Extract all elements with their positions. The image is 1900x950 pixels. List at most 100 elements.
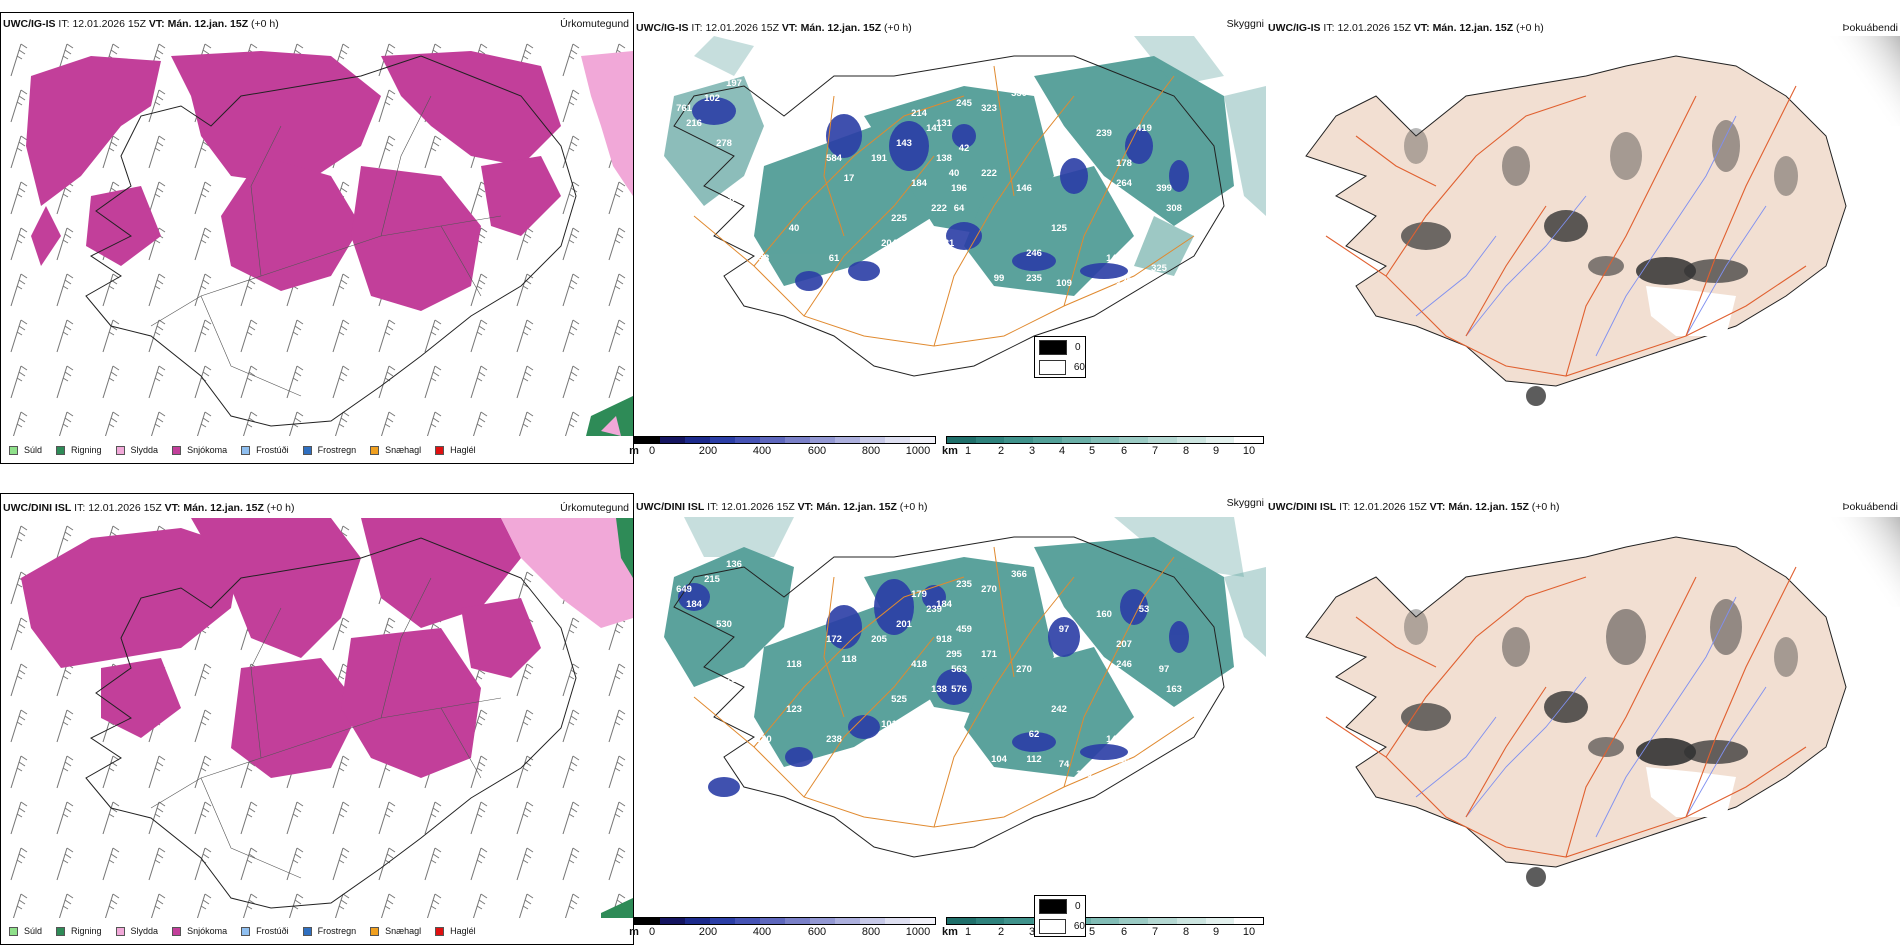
visibility-panel-row2: UWC/DINI ISL IT: 12.01.2026 15Z VT: Mán.…	[629, 493, 1266, 945]
panel-title: UWC/IG-IS IT: 12.01.2026 15Z VT: Mán. 12…	[1268, 22, 1544, 34]
it-label: IT:	[74, 502, 86, 514]
visibility-label: 128	[1116, 276, 1132, 287]
legend-swatch	[9, 445, 18, 455]
height-colorbar-cells	[634, 917, 936, 925]
panel-title: UWC/IG-IS IT: 12.01.2026 15Z VT: Mán. 12…	[3, 18, 279, 30]
fog-legend-label: 60	[1073, 361, 1085, 373]
init-time: 12.01.2026 15Z	[721, 501, 795, 513]
legend-label: Snjókoma	[187, 445, 228, 455]
legend-label: Súld	[24, 445, 43, 455]
visibility-label: 246	[1116, 659, 1132, 670]
visibility-colorbar-cells	[946, 436, 1264, 444]
visibility-label: 245	[956, 98, 973, 109]
visibility-label: 62	[1029, 729, 1040, 740]
visibility-label: 325	[1151, 263, 1168, 274]
visibility-label: 1	[841, 278, 847, 289]
visibility-label: 285	[726, 674, 743, 685]
colorbar-cell	[685, 918, 710, 924]
visibility-label: 239	[1096, 128, 1112, 139]
visibility-label: 246	[1026, 248, 1042, 259]
colorbar-cell	[1176, 918, 1206, 924]
colorbar-cell	[910, 918, 935, 924]
visibility-label: 110	[756, 734, 771, 745]
rivers	[1415, 596, 1767, 838]
visibility-label: 33	[759, 253, 770, 264]
colorbar-cell	[835, 437, 860, 443]
tick: 2	[997, 445, 1005, 457]
visibility-label: 196	[951, 183, 967, 194]
visibility-label: 141	[926, 123, 943, 134]
valid-time: Mán. 12.jan. 15Z	[800, 22, 882, 34]
visibility-label: 143	[896, 138, 912, 149]
visibility-label: 150	[1076, 769, 1092, 780]
legend-swatch	[172, 926, 182, 936]
tick: 600	[807, 445, 827, 457]
fog-map-row1	[1305, 36, 1900, 406]
legend-label: Rigning	[71, 445, 102, 455]
fog-legend-label: 0	[1075, 341, 1081, 353]
colorbar-cell	[760, 918, 785, 924]
vt-label: VT:	[148, 18, 165, 30]
it-label: IT:	[1339, 501, 1351, 513]
rain-area	[616, 518, 633, 578]
tick: 3	[1028, 445, 1036, 457]
precip-type-panel-row2: UWC/DINI ISL IT: 12.01.2026 15Z VT: Mán.…	[0, 493, 634, 945]
tick: 5	[1088, 445, 1096, 457]
valid-time: Mán. 12.jan. 15Z	[816, 501, 897, 513]
terrain-height-shading	[692, 97, 1189, 291]
corner-shading	[1826, 36, 1900, 126]
legend-item: Rigning	[56, 445, 102, 455]
visibility-unit: km	[942, 926, 958, 938]
legend-swatch	[302, 445, 312, 455]
vt-label: VT:	[781, 22, 798, 34]
legend-label: Frostregn	[317, 926, 357, 936]
valid-time: Mán. 12.jan. 15Z	[167, 18, 249, 30]
legend-item: Frostúði	[241, 445, 289, 455]
fog-panel-row1: UWC/IG-IS IT: 12.01.2026 15Z VT: Mán. 12…	[1034, 12, 1900, 464]
snow-area	[21, 518, 541, 778]
legend-item: Snjókoma	[172, 445, 227, 455]
visibility-label: 761	[676, 103, 693, 114]
fog-legend-item: 60	[1035, 357, 1085, 377]
lead-time: (+0 h)	[1531, 501, 1560, 513]
visibility-label: 459	[956, 624, 972, 635]
fog-shading	[1401, 599, 1798, 887]
legend-label: Snæhagl	[385, 926, 422, 936]
visibility-label: 40	[949, 168, 960, 179]
colorbar-cell	[1061, 437, 1091, 443]
colorbar-cell	[1033, 437, 1062, 443]
terrain-height-shading	[678, 579, 1189, 797]
visibility-colorbar-ticks: km 1 2 3 4 5 6 7 8 9 10	[942, 925, 1264, 939]
visibility-label: 123	[786, 704, 802, 715]
height-colorbar-ticks: m 0 200 400 600 800 1000	[629, 925, 936, 939]
colorbar-cell	[835, 918, 860, 924]
fog-legend-item: 0	[1035, 896, 1085, 916]
visibility-label: 525	[891, 694, 908, 705]
valid-time: Mán. 12.jan. 15Z	[1432, 22, 1514, 34]
visibility-label: 146	[1016, 183, 1032, 194]
visibility-label: 125	[1051, 223, 1068, 234]
tick: 200	[698, 445, 718, 457]
colorbar-cell	[1205, 918, 1235, 924]
visibility-label: 134	[856, 764, 873, 775]
legend-label: Slydda	[130, 926, 159, 936]
legend-label: Frostúði	[256, 445, 289, 455]
visibility-label: 239	[926, 604, 942, 615]
legend-item: Slydda	[115, 445, 158, 455]
panel-title: UWC/IG-IS IT: 12.01.2026 15Z VT: Mán. 12…	[636, 22, 912, 34]
tick: 8	[1182, 926, 1190, 938]
sleet-area	[501, 518, 633, 628]
visibility-label: 222	[981, 168, 997, 179]
legend-item: Frostúði	[241, 926, 289, 936]
colorbar-cell	[760, 437, 785, 443]
model-name: UWC/IG-IS	[636, 22, 689, 34]
legend-item: Haglél	[435, 926, 476, 936]
colorbar-cell	[1148, 918, 1177, 924]
panel-title: UWC/DINI ISL IT: 12.01.2026 15Z VT: Mán.…	[3, 502, 295, 514]
colorbar-cell	[975, 918, 1005, 924]
colorbar-cell	[685, 437, 710, 443]
colorbar-cell	[885, 918, 910, 924]
vt-label: VT:	[1429, 501, 1446, 513]
colorbar-cell	[785, 437, 810, 443]
